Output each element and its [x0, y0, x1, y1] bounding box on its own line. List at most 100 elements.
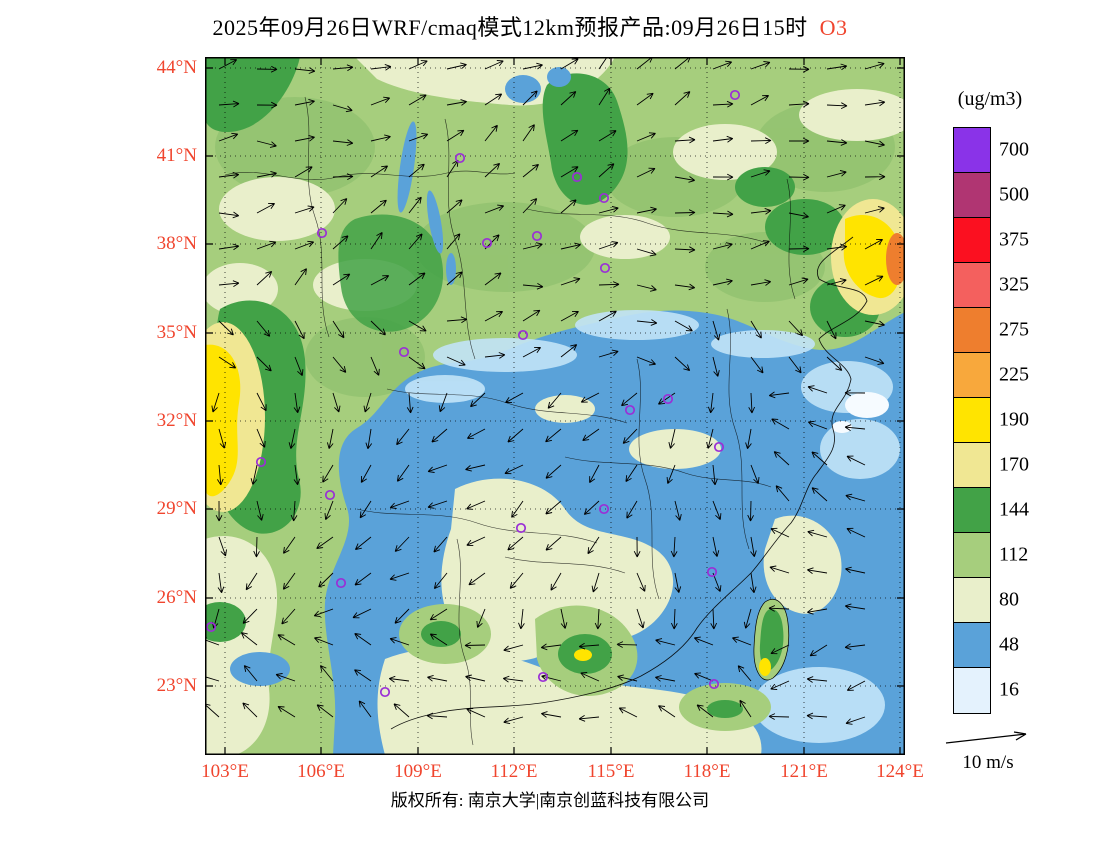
legend-value-label: 48: [999, 633, 1019, 655]
field-green-south: [194, 602, 771, 731]
wind-arrow: [408, 320, 427, 332]
wind-arrow: [710, 608, 718, 630]
wind-arrow: [788, 245, 810, 253]
wind-arrow: [809, 644, 828, 657]
wind-arrow: [332, 235, 349, 250]
wind-arrow: [250, 464, 258, 485]
city-marker: [515, 522, 527, 534]
wind-arrow: [807, 567, 828, 574]
city-marker: [598, 192, 610, 204]
wind-arrow: [864, 320, 885, 328]
wind-arrow: [583, 500, 600, 515]
legend-color-box: [954, 263, 990, 308]
wind-arrow: [739, 699, 752, 718]
wind-arrow: [770, 527, 790, 538]
wind-arrow: [318, 572, 334, 588]
wind-arrow: [560, 344, 578, 358]
wind-arrow: [594, 608, 602, 630]
legend-value-label: 16: [999, 678, 1019, 700]
wind-arrow: [393, 703, 410, 718]
lon-tick-label: 118°E: [683, 761, 731, 782]
city-marker: [398, 346, 410, 358]
wind-arrow: [712, 278, 733, 286]
wind-arrow: [846, 455, 866, 466]
wind-arrow: [470, 392, 486, 408]
wind-arrow: [750, 137, 772, 144]
wind-arrow: [788, 320, 804, 337]
wind-arrow: [429, 633, 448, 646]
wind-arrow: [788, 65, 810, 73]
wind-arrow: [750, 207, 772, 215]
wind-arrow: [670, 536, 678, 558]
wind-arrow: [370, 134, 391, 142]
wind-arrow: [218, 243, 240, 251]
wind-arrow: [370, 199, 387, 214]
wind-arrow: [359, 500, 372, 519]
wind-arrow: [256, 356, 272, 372]
wind-arrow: [712, 210, 734, 218]
chart-title-species: O3: [819, 15, 848, 40]
wind-arrow: [511, 500, 524, 518]
wind-arrow: [845, 716, 866, 725]
wind-arrow: [354, 536, 372, 551]
wind-arrow: [313, 608, 334, 618]
wind-arrow: [775, 485, 790, 502]
lat-tick-label: 23°N: [156, 675, 197, 696]
wind-arrow: [668, 428, 676, 449]
wind-arrow: [503, 644, 524, 653]
wind-arrow: [826, 170, 847, 178]
wind-arrow: [242, 702, 258, 718]
wind-arrow: [243, 665, 258, 682]
wind-arrow: [674, 176, 695, 183]
wind-arrow: [465, 674, 486, 682]
wind-arrow: [666, 464, 676, 484]
wind-arrow: [626, 500, 638, 519]
wind-arrow: [484, 352, 506, 359]
wind-arrow: [324, 500, 334, 520]
wind-arrow: [370, 275, 390, 286]
wind-arrow: [748, 392, 756, 414]
wind-arrow: [294, 268, 307, 286]
wind-arrow: [807, 385, 828, 394]
wind-arrow: [406, 392, 414, 414]
wind-arrow: [658, 392, 676, 405]
wind-arrow: [712, 320, 721, 341]
wind-arrow: [706, 428, 714, 449]
wind-arrow: [388, 675, 410, 683]
wind-arrow: [211, 392, 220, 413]
wind-arrow: [217, 464, 224, 486]
wind-arrow: [218, 280, 240, 287]
wind-arrow: [326, 428, 334, 449]
wind-arrow: [737, 665, 752, 682]
wind-arrow: [636, 356, 656, 366]
wind-arrow: [636, 167, 656, 178]
legend-value-label: 144: [999, 498, 1029, 520]
wind-arrow: [218, 171, 240, 179]
wind-arrow: [522, 309, 541, 322]
wind-arrow: [750, 95, 769, 106]
wind-arrow: [396, 464, 410, 482]
wind-arrow: [365, 428, 373, 450]
wind-arrow: [712, 135, 734, 143]
wind-arrow: [446, 316, 468, 324]
city-marker: [454, 152, 466, 164]
wind-arrow: [332, 64, 354, 72]
wind-arrow: [256, 320, 271, 337]
wind-arrow: [693, 636, 714, 646]
wind-arrow: [389, 572, 410, 581]
wind-arrow: [446, 129, 465, 142]
wind-arrow: [370, 320, 386, 336]
wind-arrow: [712, 60, 733, 70]
wind-arrow: [589, 464, 600, 483]
wind-arrow: [484, 162, 501, 178]
wind-arrow: [294, 320, 305, 340]
chart-title-text: 2025年09月26日WRF/cmaq模式12km预报产品:09月26日15时: [212, 15, 808, 40]
wind-arrow: [550, 572, 562, 591]
legend-value-label: 225: [999, 363, 1029, 385]
wind-arrow: [408, 132, 429, 142]
city-marker: [481, 237, 493, 249]
legend-color-box: [954, 578, 990, 623]
wind-arrow: [322, 464, 334, 483]
wind-arrow: [431, 428, 448, 443]
